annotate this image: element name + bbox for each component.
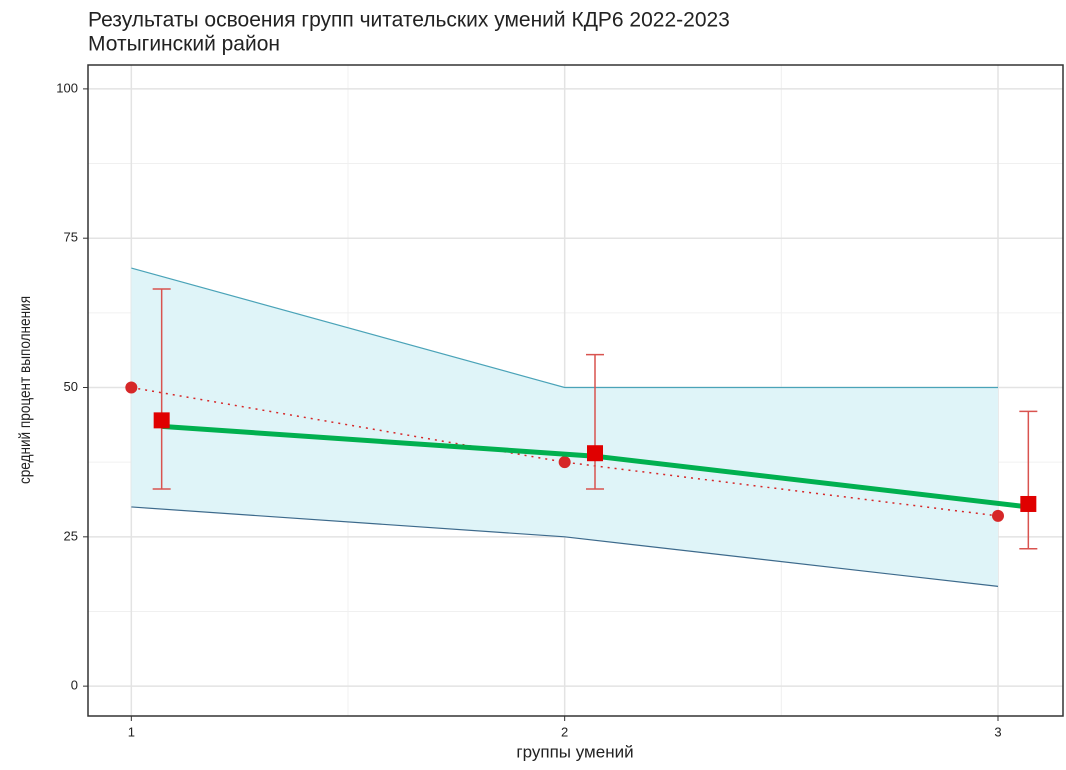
y-tick-label: 100 (56, 80, 78, 95)
point (153, 412, 170, 429)
point (1020, 495, 1037, 512)
y-tick-label: 0 (71, 678, 78, 693)
ribbon (131, 268, 999, 587)
panel-border (87, 64, 1064, 717)
ribbon-upper (131, 267, 998, 389)
y-tick-label: 75 (64, 230, 78, 245)
ribbon-lower (131, 506, 999, 587)
point (587, 445, 603, 462)
x-tick-label: 2 (561, 724, 568, 739)
chart-title: Результаты освоения групп читательских у… (88, 9, 730, 32)
x-tick-label: 1 (128, 724, 135, 739)
chart-subtitle: Мотыгинский район (88, 33, 280, 56)
x-tick-label: 3 (994, 724, 1001, 739)
point (125, 381, 138, 394)
point (558, 456, 571, 469)
y-tick-label: 50 (64, 379, 78, 394)
x-axis-label: группы умений (516, 742, 633, 761)
y-tick-label: 25 (64, 528, 78, 543)
point (992, 509, 1004, 522)
y-axis-label: средний процент выполнения (17, 296, 34, 484)
